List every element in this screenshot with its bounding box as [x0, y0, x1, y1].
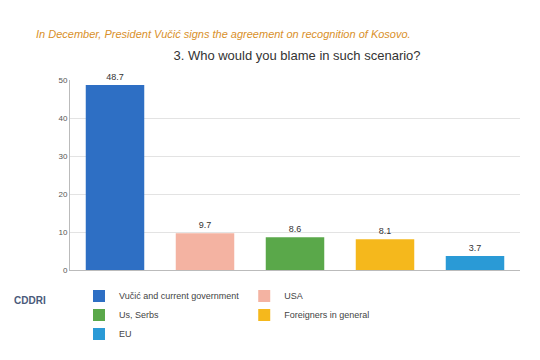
- svg-text:20: 20: [58, 190, 67, 199]
- svg-text:0: 0: [63, 266, 68, 275]
- svg-text:9.7: 9.7: [199, 220, 212, 230]
- svg-text:30: 30: [58, 152, 67, 161]
- svg-text:3. Who would you blame in such: 3. Who would you blame in such scenario?: [173, 48, 420, 63]
- svg-text:3.7: 3.7: [469, 243, 482, 253]
- svg-text:Foreigners in general: Foreigners in general: [284, 310, 369, 320]
- svg-text:EU: EU: [119, 329, 132, 339]
- svg-text:10: 10: [58, 228, 67, 237]
- svg-text:48.7: 48.7: [106, 72, 124, 82]
- svg-text:Vučić and current government: Vučić and current government: [119, 291, 239, 301]
- svg-text:40: 40: [58, 114, 67, 123]
- svg-text:8.6: 8.6: [289, 224, 302, 234]
- svg-text:In December, President Vučić s: In December, President Vučić signs the a…: [36, 28, 411, 40]
- svg-text:8.1: 8.1: [379, 226, 392, 236]
- svg-text:USA: USA: [284, 291, 303, 301]
- svg-text:CDDRI: CDDRI: [14, 295, 46, 306]
- svg-text:50: 50: [58, 76, 67, 85]
- svg-text:Us, Serbs: Us, Serbs: [119, 310, 159, 320]
